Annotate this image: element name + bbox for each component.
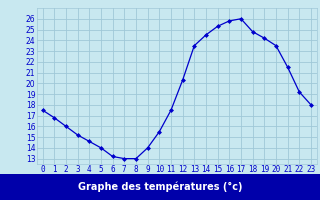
Text: Graphe des températures (°c): Graphe des températures (°c) bbox=[78, 182, 242, 192]
